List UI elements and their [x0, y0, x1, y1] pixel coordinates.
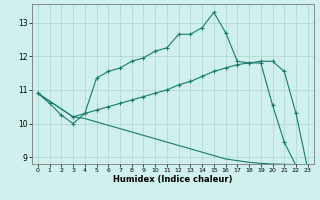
- X-axis label: Humidex (Indice chaleur): Humidex (Indice chaleur): [113, 175, 233, 184]
